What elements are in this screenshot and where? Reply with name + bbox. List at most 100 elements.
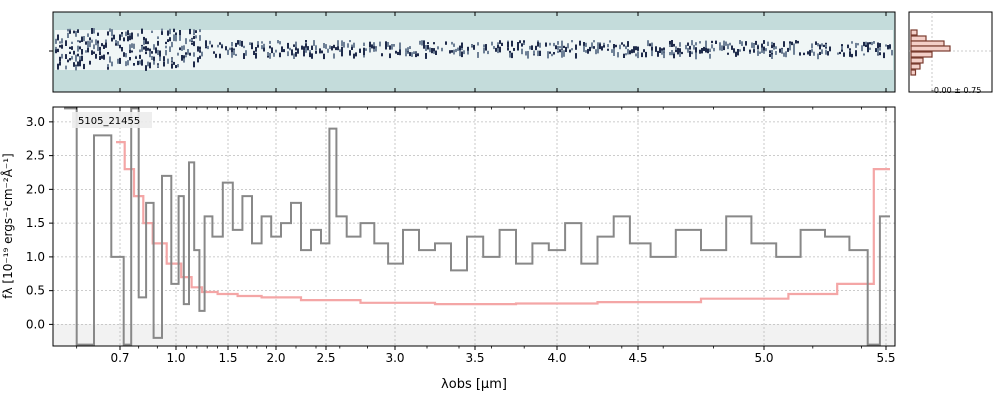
- trace-pixel: [563, 50, 565, 57]
- trace-pixel: [165, 45, 167, 49]
- trace-pixel: [793, 45, 795, 52]
- trace-pixel: [59, 41, 61, 44]
- trace-pixel: [159, 50, 161, 57]
- hist-bar: [910, 57, 924, 64]
- x-axis-ticks: 0.7 1.0 1.5 2.0 2.5 3.0 3.5 4.0 4.5 5.0 5.5: [76, 107, 896, 365]
- trace-pixel: [517, 45, 519, 51]
- trace-pixel: [91, 50, 93, 55]
- trace-pixel: [169, 37, 171, 42]
- trace-pixel: [79, 62, 81, 67]
- trace-pixel: [89, 37, 91, 41]
- trace-pixel: [163, 61, 165, 67]
- trace-pixel: [143, 46, 145, 50]
- trace-pixel: [587, 48, 589, 54]
- trace-pixel: [373, 42, 375, 47]
- trace-pixel: [197, 59, 199, 63]
- trace-pixel: [627, 50, 629, 55]
- trace-pixel: [613, 48, 615, 52]
- trace-pixel: [663, 47, 665, 50]
- trace-pixel: [81, 38, 83, 42]
- trace-pixel: [421, 40, 423, 46]
- trace-pixel: [295, 44, 297, 48]
- x-tick-label: 4.0: [547, 351, 566, 365]
- trace-pixel: [157, 49, 159, 55]
- trace-pixel: [109, 56, 111, 62]
- trace-pixel: [121, 34, 123, 37]
- trace-pixel: [331, 46, 333, 51]
- trace-pixel: [461, 51, 463, 58]
- trace-pixel: [211, 44, 213, 48]
- trace-pixel: [789, 45, 791, 51]
- trace-pixel: [245, 50, 247, 56]
- trace-pixel: [189, 52, 191, 56]
- trace-pixel: [775, 51, 777, 55]
- trace-pixel: [173, 28, 175, 33]
- negative-band: [53, 324, 895, 346]
- trace-pixel: [609, 40, 611, 43]
- trace-pixel: [583, 42, 585, 48]
- trace-pixel: [585, 42, 587, 47]
- trace-pixel: [759, 51, 761, 54]
- trace-pixel: [441, 47, 443, 52]
- trace-pixel: [263, 43, 265, 48]
- trace-pixel: [351, 44, 353, 49]
- trace-pixel: [847, 44, 849, 49]
- trace-pixel: [303, 50, 305, 57]
- trace-pixel: [509, 52, 511, 58]
- trace-pixel: [855, 50, 857, 54]
- trace-pixel: [651, 50, 653, 57]
- trace-pixel: [141, 28, 143, 34]
- trace-pixel: [169, 46, 171, 52]
- trace-pixel: [729, 42, 731, 46]
- trace-pixel: [767, 41, 769, 46]
- trace-pixel: [871, 41, 873, 46]
- trace-pixel: [753, 49, 755, 53]
- trace-pixel: [65, 65, 67, 70]
- trace-pixel: [257, 44, 259, 48]
- trace-pixel: [579, 40, 581, 46]
- trace-pixel: [257, 41, 259, 47]
- trace-pixel: [671, 50, 673, 56]
- trace-pixel: [669, 44, 671, 47]
- trace-pixel: [89, 41, 91, 48]
- trace-pixel: [155, 47, 157, 54]
- trace-pixel: [135, 56, 137, 59]
- trace-pixel: [75, 65, 77, 71]
- trace-pixel: [233, 49, 235, 56]
- trace-pixel: [191, 42, 193, 45]
- trace-pixel: [119, 34, 121, 38]
- trace-pixel: [193, 29, 195, 36]
- trace-pixel: [185, 55, 187, 58]
- trace-pixel: [235, 42, 237, 47]
- trace-pixel: [147, 41, 149, 45]
- trace-pixel: [795, 40, 797, 44]
- trace-pixel: [175, 32, 177, 36]
- trace-pixel: [127, 30, 129, 36]
- trace-pixel: [669, 52, 671, 56]
- trace-pixel: [165, 41, 167, 45]
- trace-pixel: [77, 61, 79, 67]
- trace-pixel: [337, 40, 339, 46]
- trace-pixel: [773, 45, 775, 50]
- trace-pixel: [119, 37, 121, 41]
- trace-pixel: [869, 42, 871, 45]
- trace-pixel: [635, 46, 637, 51]
- trace-pixel: [737, 50, 739, 56]
- trace-pixel: [239, 40, 241, 46]
- trace-pixel: [293, 44, 295, 47]
- trace-pixel: [607, 44, 609, 47]
- trace-pixel: [149, 62, 151, 69]
- trace-pixel: [395, 50, 397, 54]
- trace-pixel: [269, 40, 271, 44]
- trace-pixel: [315, 45, 317, 50]
- trace-pixel: [107, 65, 109, 70]
- trace-pixel: [557, 50, 559, 53]
- trace-pixel: [397, 51, 399, 55]
- trace-pixel: [57, 34, 59, 41]
- trace-pixel: [137, 60, 139, 66]
- trace-pixel: [507, 41, 509, 48]
- trace-pixel: [843, 52, 845, 57]
- trace-pixel: [125, 61, 127, 67]
- trace-pixel: [763, 47, 765, 54]
- trace-pixel: [181, 55, 183, 61]
